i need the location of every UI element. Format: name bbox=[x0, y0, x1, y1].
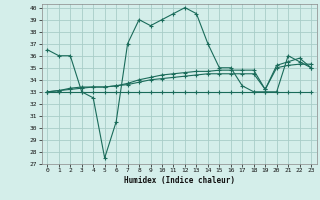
X-axis label: Humidex (Indice chaleur): Humidex (Indice chaleur) bbox=[124, 176, 235, 185]
